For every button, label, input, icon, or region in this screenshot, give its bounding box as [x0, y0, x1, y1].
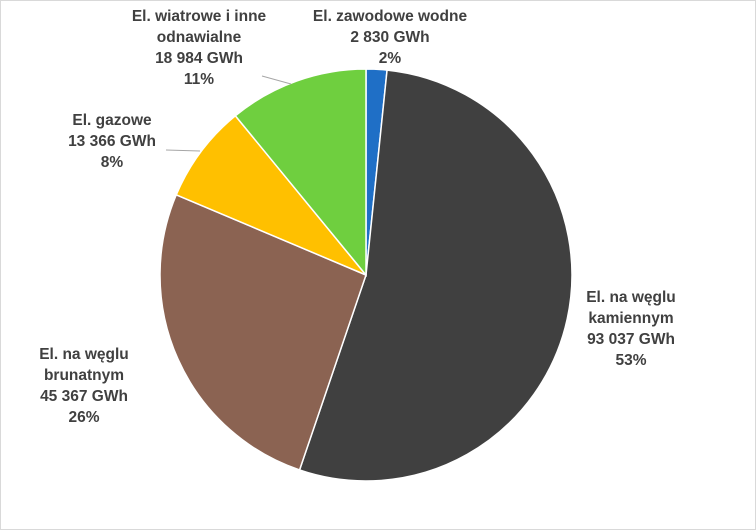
label-percent-2: 53% [615, 352, 646, 369]
pie-slice-3 [159, 193, 367, 471]
pie-slice-2 [298, 69, 573, 482]
label-percent-4: 8% [101, 154, 124, 171]
label-value-3: 45 367 GWh [40, 388, 128, 405]
label-percent-3: 26% [68, 409, 99, 426]
leader-line-5 [261, 75, 292, 85]
label-name-5: El. wiatrowe i inne [132, 8, 267, 25]
label-percent-5: 11% [184, 71, 214, 88]
leader-line-4 [165, 149, 201, 152]
label-name-1: El. zawodowe wodne [313, 8, 468, 25]
label-name-2: El. na węglu [586, 289, 676, 306]
label-name-5: odnawialne [157, 29, 242, 46]
pie-slice-4 [175, 114, 367, 276]
label-name-2: kamiennym [588, 310, 673, 327]
label-percent-1: 2% [379, 50, 402, 67]
label-value-4: 13 366 GWh [68, 133, 156, 150]
label-value-1: 2 830 GWh [350, 29, 429, 46]
label-name-3: brunatnym [44, 367, 124, 384]
data-label-1: El. zawodowe wodne 2 830 GWh 2% [313, 8, 468, 67]
data-label-4: El. gazowe 13 366 GWh 8% [68, 112, 156, 171]
data-label-3: El. na węglu brunatnym 45 367 GWh 26% [39, 346, 129, 426]
pie-slice-5 [234, 68, 367, 278]
label-value-2: 93 037 GWh [587, 331, 675, 348]
label-name-4: El. gazowe [72, 112, 152, 129]
label-name-3: El. na węglu [39, 346, 129, 363]
data-label-5: El. wiatrowe i inne odnawialne 18 984 GWh 1… [132, 8, 267, 88]
label-value-5: 18 984 GWh [155, 50, 243, 67]
data-label-2: El. na węglu kamiennym 93 037 GWh 53% [586, 289, 676, 369]
